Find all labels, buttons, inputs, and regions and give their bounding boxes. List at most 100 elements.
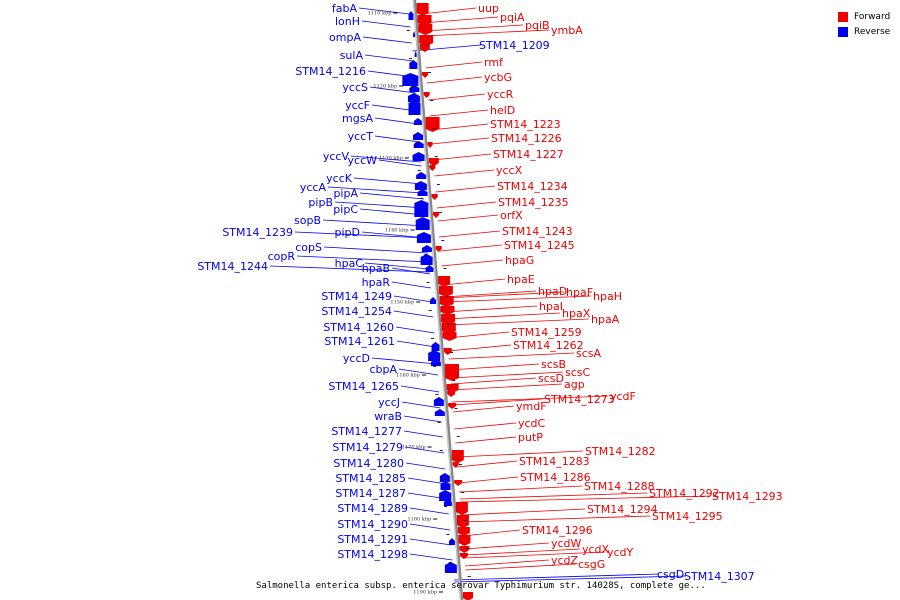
leader-line — [409, 553, 453, 561]
reverse-gene-block — [430, 359, 441, 366]
gene-label: pipA — [333, 187, 358, 200]
reverse-gene-block — [413, 141, 424, 148]
leader-line — [401, 401, 441, 409]
reverse-gene-block — [448, 538, 455, 545]
gene-label: STM14_1261 — [324, 335, 395, 348]
gene-label: pipC — [333, 203, 358, 216]
gene-label: STM14_1273 — [544, 393, 615, 406]
forward-gene-block — [419, 44, 430, 52]
forward-gene-block — [439, 296, 454, 307]
leader-line — [464, 551, 606, 559]
gene-label: csgD — [657, 568, 684, 581]
gene-label: STM14_1294 — [587, 503, 658, 516]
forward-gene-block — [462, 592, 473, 600]
forward-gene-block — [428, 158, 439, 166]
gene-label: yccT — [348, 130, 374, 143]
gene-label: rmf — [484, 56, 504, 69]
reverse-gene-block — [407, 93, 420, 102]
minor-tick — [446, 534, 450, 535]
gene-label: STM14_1234 — [497, 180, 568, 193]
leader-line — [359, 192, 425, 200]
leader-line — [361, 20, 411, 28]
minor-tick — [444, 506, 448, 507]
minor-tick — [422, 226, 426, 227]
leader-line — [423, 29, 550, 37]
leader-line — [458, 476, 519, 484]
forward-gene-block — [458, 535, 471, 546]
leader-line — [440, 244, 503, 252]
reverse-gene-block — [434, 409, 445, 416]
gene-label: yccS — [342, 81, 368, 94]
leader-line — [374, 117, 419, 125]
minor-tick — [448, 562, 452, 563]
leader-line — [445, 312, 561, 320]
minor-tick — [428, 72, 432, 73]
gene-label: ymdF — [516, 400, 547, 413]
leader-line — [422, 16, 499, 24]
forward-gene-block — [454, 480, 463, 486]
reverse-gene-block — [409, 85, 420, 92]
leader-line — [434, 169, 495, 177]
minor-tick — [424, 254, 428, 255]
leader-line — [455, 436, 517, 444]
leader-line — [400, 385, 440, 393]
gene-label: STM14_1279 — [332, 441, 403, 454]
leader-line — [432, 153, 492, 161]
reverse-gene-block — [425, 265, 434, 272]
kbp-tick-label: 1180 kbp — [407, 517, 431, 523]
gene-label: yccK — [326, 172, 353, 185]
reverse-gene-block — [414, 181, 427, 190]
gene-label: cbpA — [369, 363, 397, 376]
leader-line — [445, 318, 590, 326]
reverse-gene-block — [421, 245, 432, 252]
leader-line — [371, 357, 438, 365]
reverse-gene-block — [444, 562, 457, 573]
kbp-tick-label: 1160 kbp — [396, 373, 420, 379]
forward-swatch — [838, 11, 848, 22]
gene-label: hpaE — [507, 273, 535, 286]
gene-features — [402, 3, 473, 600]
minor-tick — [445, 296, 449, 297]
kbp-tick-label: 1110 kbp — [368, 11, 392, 17]
gene-label: yccF — [345, 99, 370, 112]
gene-label: copR — [268, 250, 296, 263]
label-leader-lines — [269, 7, 711, 583]
leader-line — [364, 262, 430, 270]
leader-line — [444, 305, 538, 313]
leader-line — [442, 278, 506, 286]
leader-line — [362, 36, 412, 44]
leader-line — [425, 61, 483, 69]
gene-label: STM14_1226 — [491, 132, 562, 145]
kbp-tick-label: 1140 kbp — [385, 228, 409, 234]
leader-line — [461, 515, 651, 523]
forward-gene-block — [457, 527, 470, 536]
forward-gene-block — [417, 15, 432, 26]
minor-tick — [447, 324, 451, 325]
minor-tick — [433, 366, 437, 367]
reverse-gene-block — [414, 51, 417, 57]
leader-line — [436, 201, 497, 209]
reverse-gene-block — [408, 100, 421, 115]
forward-gene-block — [448, 403, 457, 409]
gene-label: ycdX — [582, 543, 610, 556]
leader-line — [403, 415, 442, 423]
forward-gene-block — [429, 165, 436, 171]
forward-gene-block — [440, 306, 455, 315]
forward-gene-block — [451, 450, 464, 463]
minor-tick — [465, 548, 469, 549]
reverse-gene-block — [413, 118, 422, 125]
minor-tick — [452, 380, 456, 381]
gene-label: STM14_1287 — [335, 487, 406, 500]
forward-gene-block — [423, 92, 430, 98]
gene-label: yccR — [487, 88, 514, 101]
leader-line — [396, 340, 436, 348]
gene-label: fabA — [332, 2, 358, 15]
minor-tick — [439, 450, 443, 451]
gene-label: helD — [490, 104, 515, 117]
minor-tick — [425, 44, 429, 45]
leader-line — [421, 7, 477, 15]
minor-tick — [450, 352, 454, 353]
minor-tick — [463, 520, 467, 521]
leader-line — [464, 548, 581, 556]
